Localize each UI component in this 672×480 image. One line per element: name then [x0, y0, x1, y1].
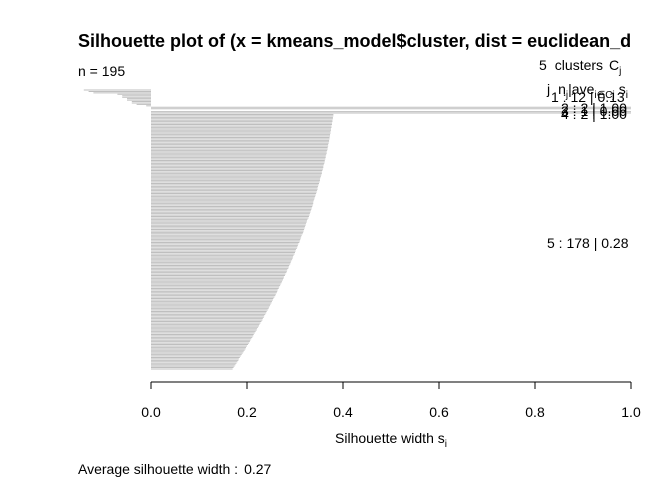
legend-cluster-count: 5 clusters Cj [539, 57, 621, 77]
cluster-4-label: 4 : 2 | 1.00 [561, 106, 627, 122]
cluster-1-label: 1 : 12 | 0.13 [551, 89, 625, 105]
average-silhouette-text: Average silhouette width :0.27 [78, 461, 272, 477]
legend-column-header: j nj|avei∈Cj si [546, 81, 628, 101]
x-tick-label: 0.4 [333, 404, 353, 420]
chart-title: Silhouette plot of (x = kmeans_model$clu… [78, 31, 631, 51]
n-label: n = 195 [78, 63, 125, 79]
cluster-5-label: 5 : 178 | 0.28 [547, 235, 629, 251]
x-axis: 0.0 0.2 0.4 0.6 0.8 1.0 [141, 381, 641, 420]
x-axis-label: Silhouette width si [335, 430, 447, 450]
x-tick-label: 0.6 [429, 404, 449, 420]
x-tick-label: 0.0 [141, 404, 161, 420]
silhouette-bars [83, 89, 631, 370]
x-tick-label: 0.2 [237, 404, 257, 420]
legend-header: 5 clusters Cj j nj|avei∈Cj si [539, 57, 628, 101]
cluster-2-label: 2 : 2 | 1.00 [561, 100, 627, 116]
x-tick-label: 1.0 [621, 404, 641, 420]
cluster-3-label: 3 : 1 | 0.00 [561, 103, 627, 119]
x-tick-label: 0.8 [525, 404, 545, 420]
